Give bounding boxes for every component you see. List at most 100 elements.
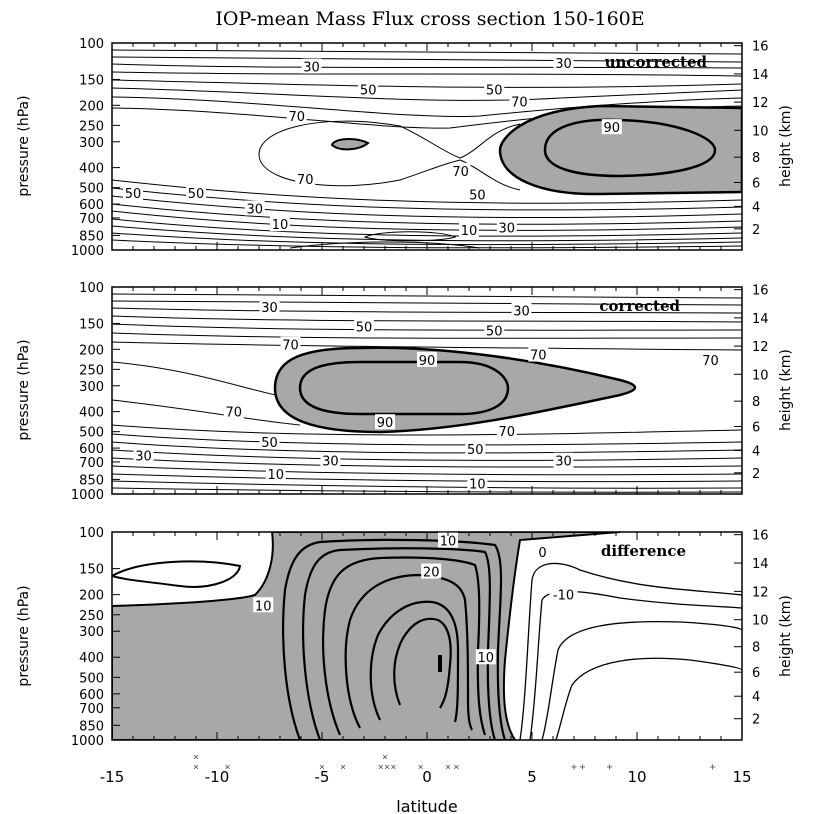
contour-label-bg xyxy=(244,200,265,216)
x-tick-label: -15 xyxy=(100,768,125,786)
pressure-tick-label: 150 xyxy=(79,563,104,578)
contour-label: 50 xyxy=(125,187,142,202)
height-tick-label: 4 xyxy=(752,690,760,705)
contour-label: 50 xyxy=(261,436,278,451)
height-tick-label: 12 xyxy=(752,340,769,355)
pressure-tick-label: 400 xyxy=(79,651,104,666)
pressure-tick-label: 300 xyxy=(79,136,104,151)
contour-label-bg xyxy=(467,475,488,491)
pressure-tick-label: 200 xyxy=(79,589,104,604)
height-tick-label: 8 xyxy=(752,395,760,410)
pressure-tick-label: 250 xyxy=(79,119,104,134)
y-axis-label-left: pressure (hPa) xyxy=(16,95,32,196)
x-tick-label: -5 xyxy=(315,768,330,786)
pressure-tick-label: 150 xyxy=(79,317,104,332)
pressure-tick-label: 700 xyxy=(79,702,104,717)
height-tick-label: 10 xyxy=(752,124,769,139)
contour-label: 50 xyxy=(188,187,205,202)
contour-label: 70 xyxy=(297,173,314,188)
contour-label: 70 xyxy=(511,96,528,111)
contour-label-bg xyxy=(186,184,206,200)
height-tick-label: 16 xyxy=(752,529,769,544)
height-tick-label: 16 xyxy=(752,284,769,299)
pressure-tick-label: 250 xyxy=(79,363,104,378)
station-marker: × xyxy=(390,762,396,773)
contour-label-bg xyxy=(320,452,341,468)
contour-label-bg xyxy=(553,452,574,468)
contour-label-bg xyxy=(253,597,274,613)
height-tick-label: 16 xyxy=(752,40,769,55)
pressure-tick-label: 500 xyxy=(79,182,104,197)
station-marker: × xyxy=(453,762,459,773)
pressure-tick-label: 500 xyxy=(79,426,104,441)
contour-label: 70 xyxy=(702,354,719,369)
contour-label: 50 xyxy=(486,324,503,339)
station-marker: × xyxy=(384,762,390,773)
contour-label-bg xyxy=(484,81,505,97)
contour-label-bg xyxy=(467,186,488,202)
station-marker: + xyxy=(579,762,585,773)
contour-label-bg xyxy=(450,162,471,178)
contour-label-bg xyxy=(509,93,530,109)
height-tick-label: 14 xyxy=(752,557,769,572)
pressure-tick-label: 100 xyxy=(79,281,104,296)
pressure-tick-label: 600 xyxy=(79,688,104,703)
height-tick-label: 6 xyxy=(752,177,760,192)
height-tick-label: 12 xyxy=(752,585,769,600)
contour-label-bg xyxy=(295,171,316,187)
contour-label: 90 xyxy=(419,354,436,369)
contour-label: 70 xyxy=(530,349,547,364)
y-axis-label-right: height (km) xyxy=(778,105,794,187)
contour-label-bg xyxy=(358,81,379,97)
station-marker: × xyxy=(193,752,199,763)
height-tick-label: 2 xyxy=(752,713,760,728)
panel-title: uncorrected xyxy=(605,53,708,71)
height-tick-label: 10 xyxy=(752,368,769,383)
pressure-tick-label: 850 xyxy=(79,473,104,488)
x-tick-label: 15 xyxy=(732,768,751,786)
station-marker: × xyxy=(319,762,325,773)
contour-label: 20 xyxy=(423,566,440,581)
contour-label-bg xyxy=(133,447,154,463)
contour-label: 0 xyxy=(538,546,546,561)
pressure-tick-label: 700 xyxy=(79,456,104,471)
contour-label-bg xyxy=(511,302,532,318)
contour-label: 50 xyxy=(486,84,503,99)
height-tick-label: 6 xyxy=(752,666,760,681)
contour-label: 10 xyxy=(272,218,289,233)
contour-label-bg xyxy=(496,219,517,235)
contour-label: 30 xyxy=(499,222,516,237)
height-tick-label: 14 xyxy=(752,68,769,83)
height-tick-label: 4 xyxy=(752,444,760,459)
chart-title: IOP-mean Mass Flux cross section 150-160… xyxy=(215,8,644,30)
station-marker: × xyxy=(382,752,388,763)
pressure-tick-label: 400 xyxy=(79,406,104,421)
y-axis-label-right: height (km) xyxy=(778,349,794,431)
contour-label-bg xyxy=(549,586,578,602)
contour-label-bg xyxy=(700,351,721,367)
pressure-tick-label: 700 xyxy=(79,212,104,227)
panel-corrected: 30 30 50 50 70 70 70 90 90 70 70 50 50 30 30 30 10 10 cor… xyxy=(16,286,794,495)
station-marker: × xyxy=(193,762,199,773)
y-axis-label-left: pressure (hPa) xyxy=(16,339,32,440)
contour-label: 90 xyxy=(377,416,394,431)
contour-label-bg xyxy=(484,322,505,338)
contour-label-bg xyxy=(286,107,307,123)
station-marker: × xyxy=(340,762,346,773)
panel-title: corrected xyxy=(599,297,680,315)
contour-label: 30 xyxy=(513,305,530,320)
station-marker: × xyxy=(418,762,424,773)
contour-label: -10 xyxy=(553,589,574,604)
contour-label: 70 xyxy=(226,406,243,421)
contour-label: 70 xyxy=(289,110,306,125)
contour-label-bg xyxy=(438,532,458,548)
panel-difference: 10 0 20 -10 10 10 difference pressure (hPa) h… xyxy=(16,531,794,741)
height-tick-label: 6 xyxy=(752,421,760,436)
contour-label: 30 xyxy=(555,57,572,72)
contour-label: 10 xyxy=(461,224,478,239)
pressure-tick-label: 500 xyxy=(79,671,104,686)
contour-label: 30 xyxy=(322,455,339,470)
contour-label: 50 xyxy=(360,84,377,99)
